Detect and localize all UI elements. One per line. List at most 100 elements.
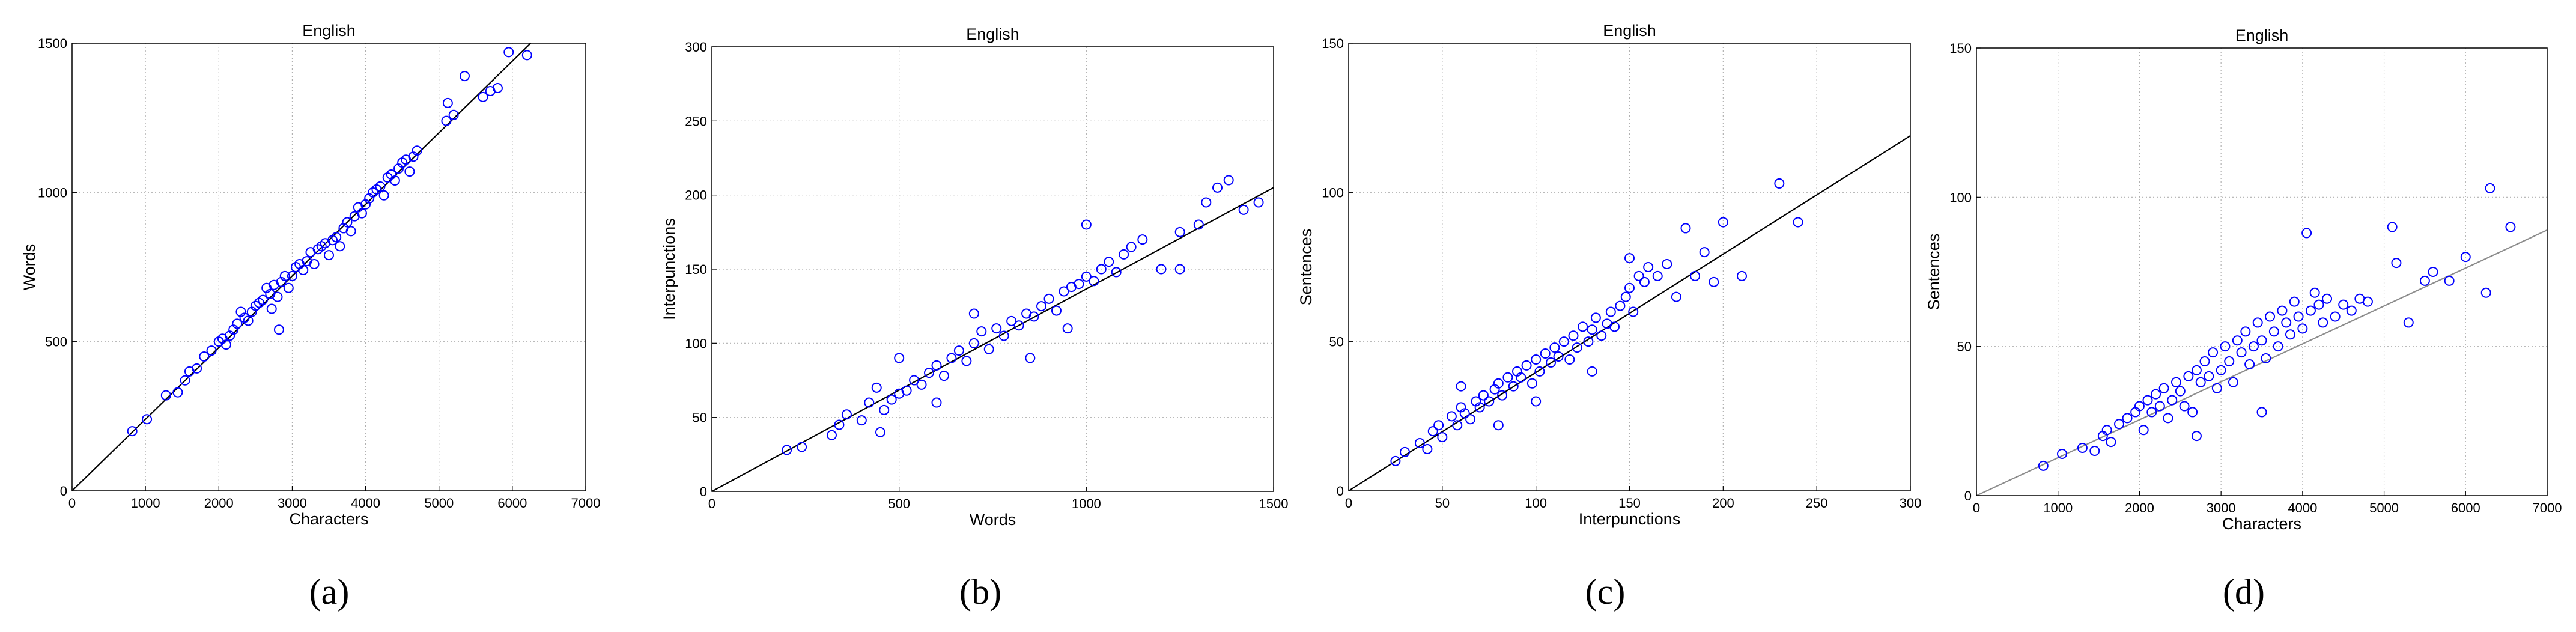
data-point [2460,252,2471,263]
data-point [875,427,886,437]
data-point [1526,378,1537,389]
data-point [2248,341,2259,352]
data-point [1534,366,1545,377]
data-point [266,303,277,314]
data-point [1036,301,1047,312]
data-point [1465,414,1476,425]
x-tick-label: 3000 [278,496,307,511]
x-tick-label: 0 [1973,500,1980,515]
data-point [2391,258,2402,269]
data-point [797,442,807,452]
data-point [1558,336,1569,347]
data-point [1690,270,1701,281]
data-point [309,259,320,270]
x-tick-label: 7000 [2533,500,2562,515]
y-tick-label: 500 [45,335,67,350]
data-point [160,390,171,401]
data-point [459,71,470,82]
data-point [2089,446,2100,456]
data-point [1652,270,1663,281]
data-point [2428,267,2438,277]
data-point [1516,372,1526,383]
data-point [2244,359,2255,369]
data-point [1043,293,1054,304]
data-point [1238,204,1249,215]
x-tick-label: 1000 [1072,496,1101,511]
chart-title: English [2235,26,2289,44]
data-point [961,356,972,366]
x-tick-label: 7000 [571,496,601,511]
data-point [2403,317,2414,328]
y-tick-label: 0 [1337,484,1344,499]
data-point [1628,306,1639,317]
data-point [991,323,1002,334]
data-point [1508,381,1519,392]
data-point [1459,408,1470,419]
x-tick-label: 0 [708,496,715,511]
data-point [1051,305,1062,316]
data-point [1493,378,1504,389]
data-point [1497,390,1508,401]
data-point [1493,420,1504,431]
data-point [2256,335,2267,346]
data-point [2252,317,2263,328]
data-point [1104,257,1114,267]
data-point [1633,270,1644,281]
data-point [2199,356,2210,366]
x-tick-label: 6000 [2451,500,2480,515]
data-point [879,404,890,415]
data-point [1478,390,1489,401]
data-point [2305,305,2316,316]
y-tick-label: 0 [700,484,707,499]
data-point [172,387,183,398]
data-point [2191,431,2202,442]
data-point [2224,356,2235,366]
data-point [1119,249,1129,260]
data-point [1074,279,1084,290]
data-point [1709,276,1719,287]
data-point [901,385,912,396]
x-tick-label: 300 [1900,496,1922,511]
data-point [1474,402,1485,413]
chart-title: English [966,25,1019,43]
data-point [442,97,453,108]
y-axis-label: Sentences [1925,234,1943,311]
data-point [287,270,297,281]
data-point [1546,357,1557,368]
data-point [2101,425,2112,436]
y-tick-label: 100 [1322,185,1344,200]
data-point [279,270,290,281]
x-axis-label: Characters [289,510,368,528]
data-point [1081,271,1092,282]
y-tick-label: 1000 [38,185,67,200]
data-point [2256,407,2267,418]
data-point [298,264,309,275]
data-point [998,330,1009,341]
data-point [503,47,514,58]
data-point [1620,291,1631,302]
y-tick-label: 150 [1322,36,1344,51]
data-point [342,217,353,228]
data-point [1446,411,1457,422]
data-point [953,345,964,356]
caption-d: (d) [2223,572,2265,612]
data-point [2318,317,2328,328]
data-point [2285,329,2295,340]
data-point [2293,311,2304,322]
data-point [1059,286,1069,297]
y-tick-label: 200 [685,188,707,203]
data-point [2142,395,2153,406]
data-point [1156,264,1167,275]
data-point [1615,300,1626,311]
x-tick-label: 500 [888,496,910,511]
data-point [864,397,875,408]
data-point [1437,432,1448,443]
data-point [1793,217,1803,228]
data-point [2134,401,2145,412]
data-point [1452,420,1463,431]
data-point [1433,420,1444,431]
data-point [2195,377,2206,387]
data-point [894,353,905,363]
axes-frame [71,43,586,491]
axes-frame [1976,47,2548,496]
